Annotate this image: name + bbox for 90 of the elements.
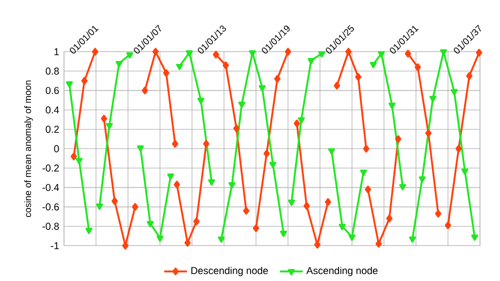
point [440,49,448,56]
y-tick-label: 0 [54,145,59,152]
point [298,117,305,124]
point [197,98,204,104]
point [408,236,416,243]
point [308,58,315,64]
point [388,102,396,109]
point [456,144,462,153]
point [184,238,191,247]
y-tick-label: 0.4 [46,106,60,114]
point [370,62,377,68]
point [435,210,442,218]
point [176,64,184,70]
point [70,152,77,160]
point [334,82,340,90]
point [163,69,170,77]
point [156,236,164,242]
point [233,124,240,132]
point [116,60,123,68]
point [122,242,128,250]
legend-label: Ascending node [306,266,378,276]
point [243,206,250,215]
point [386,214,392,222]
point [280,230,288,237]
point [274,74,280,83]
point [100,114,108,122]
y-tick-label: 0.8 [46,68,59,75]
y-tick-label: -0.6 [42,203,59,210]
point [364,186,372,194]
point [222,61,229,70]
point [81,76,88,85]
y-tick-label: -1 [50,242,59,250]
point [378,51,385,58]
y-tick-label: -0.8 [42,222,59,230]
point [146,220,154,228]
point [193,218,200,226]
point [338,224,346,230]
point [324,198,332,206]
point [76,158,83,164]
point [228,182,236,188]
point [218,236,225,243]
point [429,96,436,102]
point [450,89,458,96]
point [208,179,216,186]
point [264,150,270,158]
point [203,140,210,148]
point [167,173,174,180]
point [355,73,362,81]
point [444,221,452,230]
point [363,144,370,153]
y-axis-title: cosine of mean anomaly of moon [24,80,33,218]
point [418,176,426,183]
point [258,85,266,92]
point [252,224,260,232]
point [238,102,246,108]
point [172,140,178,148]
point [96,204,104,210]
point [142,86,148,94]
point [132,203,138,211]
point [66,81,73,88]
point [461,168,468,175]
point [106,123,113,130]
point [318,51,326,58]
point [314,240,320,249]
point [348,234,356,241]
y-tick-label: -0.4 [42,184,60,192]
point [174,180,180,188]
point [395,135,402,143]
point [136,145,144,152]
point [466,72,472,80]
point [85,228,92,234]
point [328,148,336,154]
point [288,200,296,206]
point [294,120,300,128]
y-tick-label: 0.2 [46,126,59,133]
legend-label: Descending node [191,266,268,276]
point [112,197,118,205]
point [425,129,432,138]
point [414,63,421,72]
point [360,170,368,176]
point [399,184,406,190]
point [304,202,310,210]
y-tick-label: 1 [54,48,59,56]
point [269,162,276,168]
point [186,50,193,57]
point [376,240,382,248]
y-tick-label: -0.2 [42,164,59,172]
point [471,234,478,241]
y-tick-label: 0.6 [46,86,59,94]
point [126,52,134,58]
